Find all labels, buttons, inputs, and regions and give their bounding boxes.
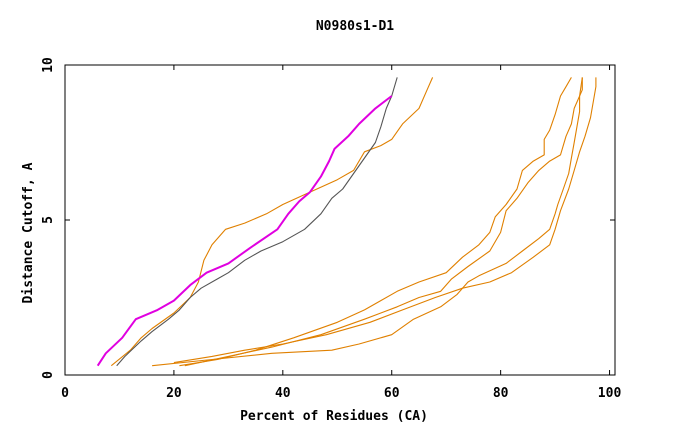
series-line-gray	[116, 77, 398, 367]
x-axis-label: Percent of Residues (CA)	[240, 409, 428, 424]
x-tick-label: 80	[493, 386, 509, 401]
series-line-orange-4	[184, 77, 583, 367]
axis-ticks: 0 20 40 60 80 100 0 5 10	[41, 57, 621, 401]
plot-frame	[64, 64, 616, 376]
chart-title: N0980s1-D1	[316, 19, 394, 34]
x-tick-label: 40	[275, 386, 291, 401]
series-lines	[96, 77, 597, 367]
series-line-orange-1	[110, 77, 434, 367]
series-line-magenta	[96, 95, 393, 367]
y-tick-label: 0	[41, 371, 56, 379]
x-tick-label: 0	[61, 386, 69, 401]
series-line-orange-5	[173, 77, 597, 364]
x-tick-label: 20	[166, 386, 182, 401]
x-tick-label: 60	[384, 386, 400, 401]
series-line-orange-3	[179, 77, 572, 367]
y-tick-label: 5	[41, 216, 56, 224]
series-line-orange-2	[152, 77, 583, 367]
y-tick-label: 10	[41, 57, 56, 73]
x-tick-label: 100	[598, 386, 622, 401]
y-axis-label: Distance Cutoff, A	[21, 162, 36, 303]
